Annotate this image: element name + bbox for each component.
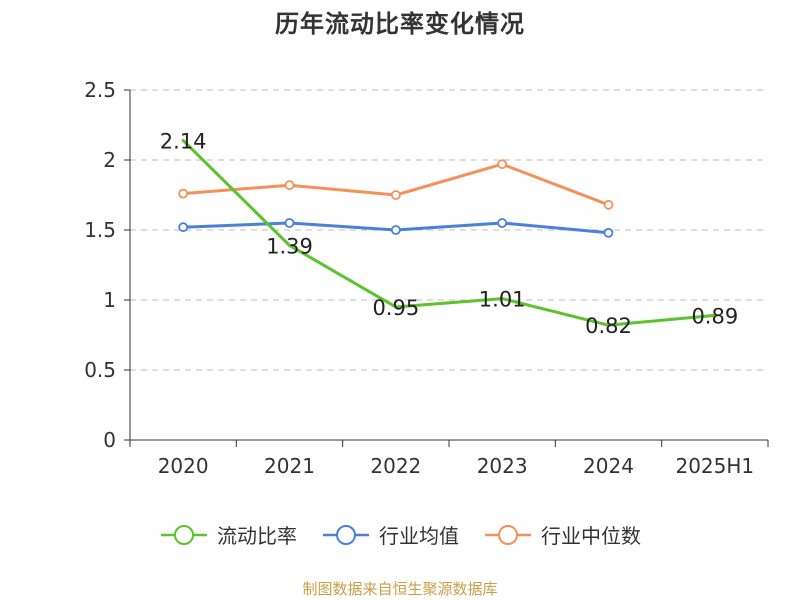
data-label: 0.95: [372, 296, 419, 320]
data-point: [603, 199, 614, 210]
x-tick-label: 2023: [477, 454, 528, 478]
data-point: [178, 222, 189, 233]
x-tick-label: 2020: [158, 454, 209, 478]
legend-label: 行业中位数: [541, 524, 641, 548]
x-tick-label: 2021: [264, 454, 315, 478]
x-tick-label: 2025H1: [675, 454, 754, 478]
legend-item[interactable]: 行业均值: [321, 520, 459, 549]
data-label: 0.89: [691, 304, 738, 328]
data-point: [284, 180, 295, 191]
legend-item[interactable]: 流动比率: [159, 520, 297, 549]
legend-swatch: [161, 524, 207, 545]
data-point: [284, 218, 295, 228]
series-lines: [181, 138, 717, 327]
data-label: 2.14: [160, 129, 207, 153]
grid-lines: [130, 89, 768, 371]
source-note: 制图数据来自恒生聚源数据库: [302, 580, 498, 598]
data-point: [497, 159, 508, 170]
data-label: 0.82: [585, 314, 632, 338]
y-tick-label: 1: [103, 288, 116, 312]
y-tick-label: 2.5: [84, 78, 116, 102]
x-tick-label: 2024: [583, 454, 634, 478]
y-tick-label: 0.5: [84, 358, 116, 382]
data-point: [178, 188, 189, 199]
legend-label: 流动比率: [217, 524, 297, 548]
data-labels: 2.14 1.39 0.95 1.01 0.82 0.89: [160, 129, 738, 338]
y-tick-label: 0: [103, 428, 116, 452]
chart-title: 历年流动比率变化情况: [275, 10, 525, 38]
data-point: [390, 190, 401, 200]
legend-item[interactable]: 行业中位数: [483, 520, 641, 549]
legend-label: 行业均值: [379, 524, 459, 548]
y-tick-label: 2: [103, 148, 116, 172]
axes: 0 0.5 1 1.5 2 2.5 2020 2021 2022 2023 2024 2025H1: [84, 78, 769, 478]
data-point: [390, 225, 401, 235]
data-point: [603, 227, 614, 238]
data-point: [497, 218, 508, 228]
data-label: 1.01: [479, 288, 526, 312]
data-label: 1.39: [266, 234, 313, 258]
x-tick-label: 2022: [370, 454, 421, 478]
legend: 流动比率 行业均值 行业中位数: [0, 520, 800, 549]
series-markers: [178, 159, 614, 238]
legend-swatch: [485, 524, 531, 545]
y-tick-label: 1.5: [84, 218, 116, 242]
legend-swatch: [323, 524, 369, 545]
series-line: [181, 138, 717, 327]
